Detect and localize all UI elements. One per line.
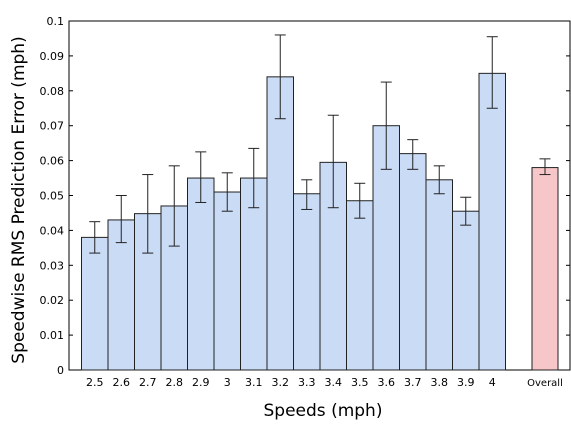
error-bar-3.9 [460,196,472,226]
error-bar-4 [486,36,498,109]
error-bar-3.3 [301,179,313,210]
bar-2.9 [187,177,215,371]
overall-error-bar [539,158,551,176]
x-tick-label: 3.2 [272,376,290,389]
error-bar-3.2 [274,34,286,120]
x-tick-label: 2.7 [139,376,157,389]
x-axis-ticks: 2.5 2.6 2.7 2.8 2.9 3 3.1 3.2 3.3 3.4 3.5 3.6 3.7 3.8… [86,376,563,389]
overall-bar [531,167,559,371]
x-tick-label: 3.9 [457,376,475,389]
error-bar-2.6 [115,195,127,244]
x-tick-label: 2.9 [192,376,210,389]
y-tick-label: 0.09 [40,50,65,63]
y-tick-label: 0.07 [40,120,65,133]
x-tick-label: 3.8 [431,376,449,389]
y-tick-label: 0.02 [40,294,65,307]
bar-3.1 [240,177,268,371]
y-tick-label: 0.01 [40,329,65,342]
error-bar-3.4 [327,114,339,209]
x-tick-label: 3.7 [404,376,422,389]
x-axis-label: Speeds (mph) [264,401,383,421]
x-tick-label-overall: Overall [527,378,563,389]
error-bar-3.8 [433,165,445,195]
x-tick-label: 3 [224,376,231,389]
x-tick-label: 2.8 [166,376,184,389]
error-bar-2.9 [195,151,207,203]
bar-3 [213,191,241,371]
bar-3.7 [399,153,427,371]
y-tick-label: 0.04 [40,224,65,237]
y-tick-label: 0.1 [47,15,65,28]
y-tick-label: 0.06 [40,155,65,168]
error-bar-2.8 [168,165,180,247]
x-tick-label: 4 [489,376,496,389]
y-tick-label: 0 [57,364,64,377]
bar-2.5 [81,236,109,371]
bar-4 [478,72,506,371]
y-axis-ticks: 0 0.01 0.02 0.03 0.04 0.05 0.06 0.07 0.08 0.09 0.1 [40,15,570,377]
error-bar-2.5 [89,221,101,254]
bars-group [81,72,559,371]
x-tick-label: 2.6 [113,376,131,389]
y-axis-label: Speedwise RMS Prediction Error (mph) [9,36,29,363]
error-bars-group [89,34,551,254]
x-tick-label: 2.5 [86,376,104,389]
bar-3.3 [293,193,321,371]
x-tick-label: 3.4 [325,376,343,389]
y-tick-label: 0.08 [40,85,65,98]
error-bar-3 [221,172,233,212]
x-tick-label: 3.1 [245,376,263,389]
x-tick-label: 3.3 [298,376,316,389]
error-bar-3.7 [407,139,419,170]
error-bar-2.7 [142,174,154,254]
bar-3.4 [319,161,347,371]
bar-3.9 [452,210,480,371]
x-tick-label: 3.5 [351,376,369,389]
error-bar-3.6 [380,81,392,170]
bar-3.5 [346,200,374,371]
x-tick-label: 3.6 [378,376,396,389]
y-tick-label: 0.03 [40,259,65,272]
bar-3.8 [425,179,453,371]
y-tick-label: 0.05 [40,190,65,203]
error-bar-3.1 [248,147,260,209]
bar-3.2 [266,76,294,371]
error-bar-3.5 [354,182,366,219]
